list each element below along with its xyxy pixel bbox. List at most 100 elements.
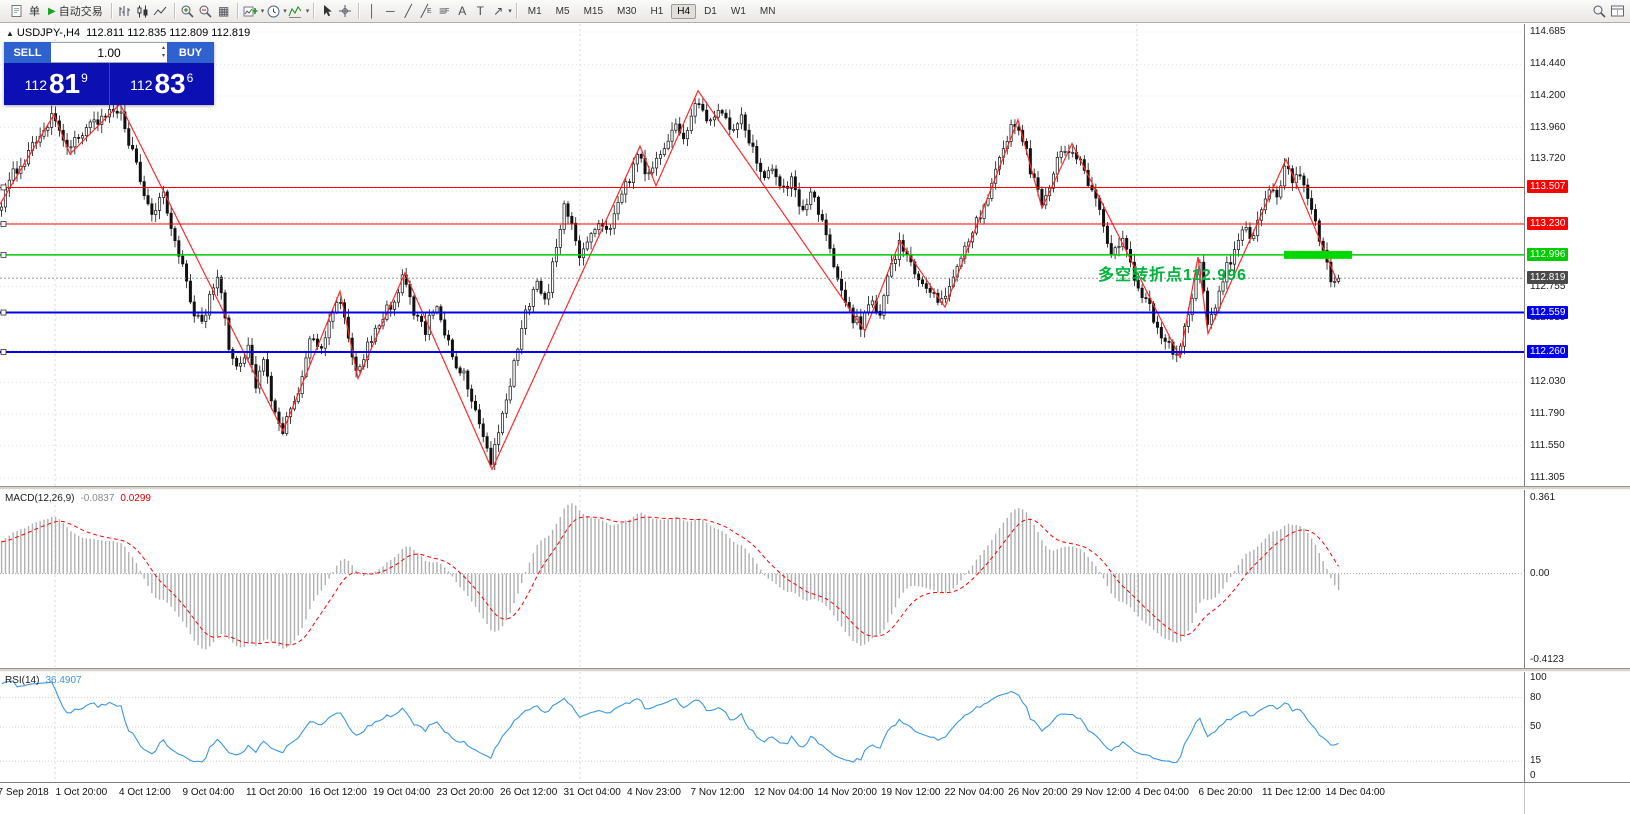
periods-button[interactable]	[264, 2, 282, 20]
current-price-badge: 112.819	[1527, 271, 1569, 285]
zoom-in-button[interactable]	[179, 2, 197, 20]
periods-caret-icon[interactable]: ▾	[283, 8, 287, 15]
time-axis-label: 26 Nov 20:00	[1008, 787, 1068, 798]
new-order-button[interactable]: 单	[4, 2, 44, 21]
timeframe-m5[interactable]: M5	[555, 5, 570, 17]
buy-button[interactable]: BUY	[167, 42, 214, 63]
autotrading-label: 自动交易	[58, 6, 103, 18]
axis-corner-divider	[1524, 783, 1525, 814]
line-handle[interactable]	[0, 221, 7, 227]
timeframe-w1[interactable]: W1	[730, 5, 746, 17]
timeframe-h4[interactable]: H4	[671, 3, 697, 19]
time-axis-label: 11 Dec 12:00	[1262, 787, 1321, 798]
price-axis-label: 114.440	[1530, 58, 1566, 70]
volume-input[interactable]: 1.00 ▴ ▾	[51, 42, 167, 63]
search-symbol-icon[interactable]	[1590, 2, 1608, 20]
label-tool-button[interactable]: T	[476, 4, 484, 18]
timeframe-d1[interactable]: D1	[704, 5, 717, 17]
channel-glyph: ╱	[420, 4, 429, 18]
turning-point-annotation[interactable]: 多空转折点112.996	[1098, 267, 1247, 284]
time-axis-label: 4 Nov 23:00	[627, 787, 681, 798]
pane-separator[interactable]	[0, 668, 1630, 672]
time-axis-label: 19 Nov 12:00	[881, 787, 941, 798]
time-axis-label: 11 Oct 20:00	[246, 787, 303, 798]
rsi-value: 36.4907	[45, 675, 82, 686]
timeframe-m1[interactable]: M1	[527, 5, 542, 17]
spin-up-icon[interactable]: ▴	[161, 45, 165, 51]
horizontal-line-tool-button[interactable]: ─	[385, 4, 395, 18]
trendline-tool-button[interactable]: ╱	[404, 4, 412, 18]
time-axis-label: 14 Nov 20:00	[817, 787, 878, 798]
data-window-icon[interactable]	[1608, 2, 1626, 20]
new-chart-caret-icon[interactable]: ▾	[260, 8, 265, 15]
price-axis-label: 112.030	[1530, 376, 1566, 388]
timeframe-m15[interactable]: M15	[583, 5, 604, 17]
line-handle[interactable]	[0, 349, 7, 355]
main-chart[interactable]	[0, 24, 1524, 486]
macd-axis-label: -0.4123	[1530, 654, 1564, 665]
time-axis-label: 19 Oct 04:00	[373, 787, 431, 798]
time-axis-label: 6 Dec 20:00	[1198, 787, 1253, 798]
macd-pane[interactable]	[0, 490, 1524, 668]
zigzag-line[interactable]	[0, 89, 1338, 471]
price-axis[interactable]: 114.685 114.440 114.200 113.960 113.720 112.7…	[1524, 24, 1630, 486]
bar-chart-type-button[interactable]	[116, 2, 134, 20]
line-handle[interactable]	[0, 309, 7, 316]
timeframe-h1[interactable]: H1	[650, 5, 664, 17]
green-highlight-bar[interactable]	[1284, 250, 1352, 259]
new-order-label: 单	[29, 6, 40, 18]
price-level-badge: 112.260	[1527, 344, 1569, 358]
pane-separator[interactable]	[0, 486, 1630, 490]
timeframe-buttons: M1 M5 M15 M30 H1 H4 D1 W1 MN	[521, 3, 783, 19]
sell-button[interactable]: SELL	[4, 42, 51, 63]
rsi-axis-label: 15	[1530, 755, 1542, 767]
new-chart-button[interactable]	[242, 2, 260, 20]
tile-windows-button[interactable]: ▦	[218, 4, 230, 18]
fibonacci-tool-button[interactable]: ≡ F	[435, 2, 453, 20]
rsi-axis: 100 80 50 15 0	[1524, 672, 1630, 782]
zoom-out-button[interactable]	[197, 2, 215, 20]
channel-tool-button[interactable]: ╱ E	[417, 2, 435, 20]
time-axis-label: 29 Nov 12:00	[1071, 787, 1132, 798]
time-axis-label: 7 Nov 12:00	[690, 787, 745, 798]
macd-axis-label: 0.00	[1530, 567, 1550, 579]
time-axis[interactable]: 27 Sep 2018 1 Oct 20:00 4 Oct 12:00 9 Oct 0…	[0, 782, 1630, 814]
rsi-pane[interactable]	[0, 672, 1524, 782]
arrows-caret-icon[interactable]: ▾	[508, 8, 512, 15]
line-handle[interactable]	[0, 251, 7, 258]
rsi-title: RSI(14)	[5, 675, 40, 686]
timeframe-m30[interactable]: M30	[617, 5, 637, 17]
price-level-badge: 112.559	[1527, 305, 1569, 319]
price-level-badge: 113.230	[1527, 216, 1569, 230]
toolbar-separator	[173, 3, 175, 19]
price-axis-label: 111.305	[1530, 472, 1565, 483]
crosshair-tool-button[interactable]	[336, 2, 354, 20]
buy-price-display[interactable]: 112 83 6	[108, 63, 215, 105]
collapse-arrow[interactable]: ▲	[6, 29, 14, 38]
cursor-tool-button[interactable]	[318, 2, 336, 20]
time-axis-label: 1 Oct 20:00	[55, 787, 108, 798]
rsi-line	[1, 680, 1339, 764]
price-level-badge: 113.507	[1527, 180, 1569, 194]
time-axis-label: 23 Oct 20:00	[436, 787, 494, 798]
indicators-caret-icon[interactable]: ▾	[305, 8, 310, 15]
buy-price-big: 83	[154, 68, 186, 99]
candlestick-type-button[interactable]	[134, 2, 152, 20]
vertical-line-tool-button[interactable]: │	[368, 4, 377, 18]
rsi-axis-label: 50	[1530, 721, 1542, 732]
line-chart-type-button[interactable]	[152, 2, 170, 20]
sell-price-display[interactable]: 112 81 9	[4, 63, 109, 105]
indicators-button[interactable]	[287, 2, 305, 20]
arrows-tool-button[interactable]: ↗	[493, 4, 504, 18]
macd-histogram	[0, 503, 1340, 650]
macd-header: MACD(12,26,9) -0.0837 0.0299	[5, 493, 151, 504]
text-tool-button[interactable]: A	[458, 4, 467, 18]
rsi-header: RSI(14) 36.4907	[5, 675, 82, 686]
volume-spinner[interactable]: ▴ ▾	[162, 44, 165, 60]
timeframe-mn[interactable]: MN	[759, 5, 776, 17]
channel-sub-glyph: E	[427, 7, 432, 15]
spin-down-icon[interactable]: ▾	[161, 53, 165, 59]
autotrading-button[interactable]: ▶ 自动交易	[44, 2, 107, 21]
line-handle[interactable]	[0, 184, 7, 191]
sell-price-pip: 9	[81, 71, 88, 85]
